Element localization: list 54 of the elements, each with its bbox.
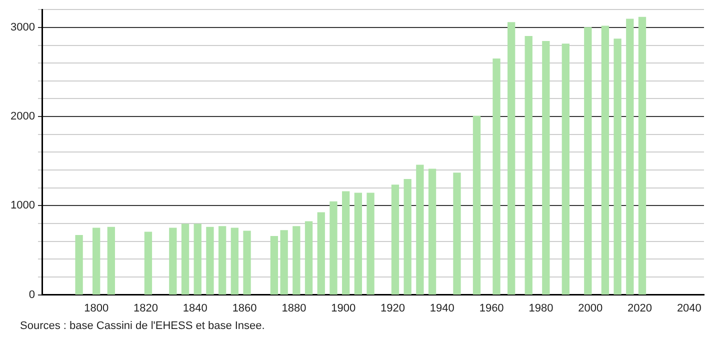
y-tick-label: 2000 [10,110,35,123]
bar [354,192,362,295]
bar [218,226,226,295]
bar [626,18,634,295]
x-tick-label: 1800 [84,302,109,314]
bar [169,228,177,295]
bar [107,226,115,295]
x-tick-label: 2020 [628,302,652,314]
x-tick-label: 1920 [380,302,406,314]
bar [416,164,424,295]
x-tick-label: 1820 [134,302,158,314]
bar [453,172,461,295]
bar [562,44,570,295]
x-tick-label: 1900 [331,302,356,314]
bar [524,36,532,295]
x-tick-label: 1840 [182,302,208,314]
x-tick-label: 2000 [578,302,603,314]
bar [92,228,100,295]
bar [508,22,516,295]
bar [270,236,278,295]
bar [304,221,313,295]
bar [330,201,338,295]
bar [280,230,288,295]
bar [614,38,622,295]
bar [542,41,550,295]
bar [317,212,325,295]
bar [428,168,436,295]
x-tick-label: 1940 [430,302,454,314]
bar [292,226,300,295]
bar [472,116,481,295]
bar [342,191,350,295]
y-tick-label: 0 [28,288,35,301]
y-tick-label: 1000 [10,200,35,212]
bar [584,27,592,295]
y-tick-label: 3000 [10,21,35,34]
bar [638,16,646,295]
bar [404,178,412,295]
bar [144,232,152,295]
bar [243,230,251,295]
bar [391,184,400,295]
bar [230,228,238,295]
bar [206,226,214,295]
bar [194,224,202,295]
bar [366,192,374,295]
x-tick-label: 2040 [676,302,702,314]
bar [181,224,190,295]
source-note: Sources : base Cassini de l'EHESS et base Insee. [20,320,265,332]
x-tick-label: 1960 [479,302,504,314]
x-tick-label: 1880 [282,302,306,314]
x-tick-label: 1860 [232,302,257,314]
bar [492,58,500,295]
bar [75,235,83,295]
x-tick-label: 1980 [528,302,554,314]
bar [601,26,610,295]
